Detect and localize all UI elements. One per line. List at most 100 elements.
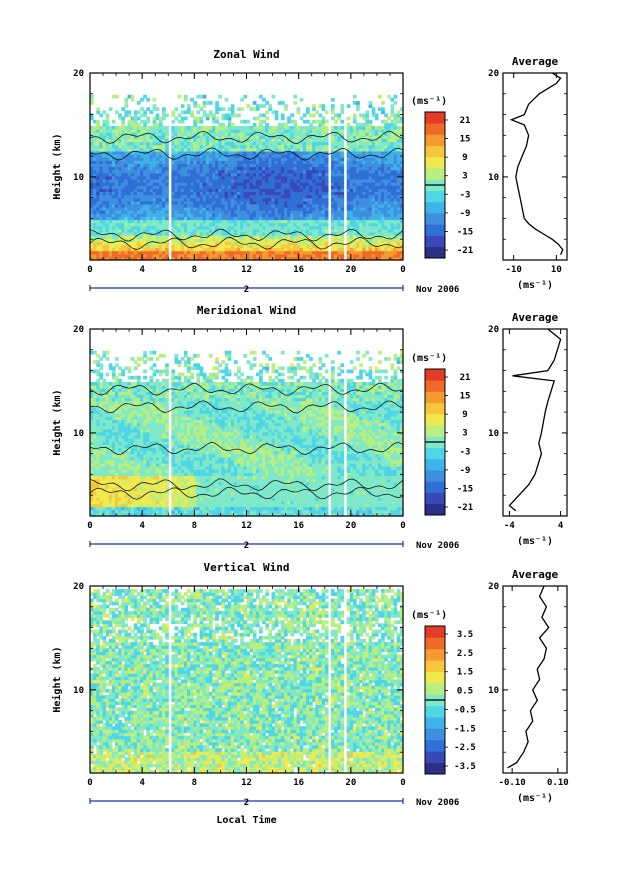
heatmap-cell xyxy=(158,207,163,211)
heatmap-cell xyxy=(171,228,176,233)
heatmap-cell xyxy=(90,132,94,136)
heatmap-cell xyxy=(102,138,107,143)
heatmap-cell xyxy=(171,144,176,149)
heatmap-cell xyxy=(155,150,160,155)
heatmap-cell xyxy=(171,185,176,189)
colorbar-segment xyxy=(425,123,445,135)
heatmap-cell xyxy=(187,179,191,183)
heatmap-cell xyxy=(130,94,135,99)
heatmap-cell xyxy=(146,225,150,230)
heatmap-cell xyxy=(165,113,169,118)
heatmap-cell xyxy=(124,197,129,202)
heatmap-cell xyxy=(90,160,94,164)
heatmap-cell xyxy=(108,160,113,164)
heatmap-cell xyxy=(102,122,107,127)
heatmap-cell xyxy=(143,222,147,227)
heatmap-cell xyxy=(162,172,166,177)
heatmap-cell xyxy=(171,200,176,205)
heatmap-cell xyxy=(146,222,150,227)
heatmap-cell xyxy=(118,154,122,158)
heatmap-cell xyxy=(140,141,144,146)
heatmap-cell xyxy=(127,160,132,164)
heatmap-cell xyxy=(171,135,176,139)
heatmap-cell xyxy=(143,191,147,196)
heatmap-cell xyxy=(171,172,176,177)
heatmap-cell xyxy=(149,216,154,221)
heatmap-cell xyxy=(102,191,107,196)
heatmap-cell xyxy=(140,216,144,221)
heatmap-cell xyxy=(130,210,135,214)
heatmap-cell xyxy=(158,147,163,152)
heatmap-cell xyxy=(208,110,213,115)
heatmap-cell xyxy=(352,94,357,99)
heatmap-cell xyxy=(127,129,132,133)
heatmap-cell xyxy=(155,247,160,252)
heatmap-cell xyxy=(162,256,166,261)
heatmap-cell xyxy=(155,253,160,258)
heatmap-cell xyxy=(324,179,329,183)
heatmap-cell xyxy=(152,138,157,143)
heatmap-cell xyxy=(152,179,157,183)
heatmap-cell xyxy=(121,238,125,242)
heatmap-cell xyxy=(165,222,169,227)
heatmap-cell xyxy=(146,185,150,189)
heatmap-cell xyxy=(171,244,176,249)
heatmap-cell xyxy=(133,122,138,127)
heatmap-cell xyxy=(121,182,125,186)
heatmap-cell xyxy=(149,129,154,133)
heatmap-cell xyxy=(162,166,166,171)
heatmap-cell xyxy=(152,235,157,239)
heatmap-cell xyxy=(293,213,298,217)
heatmap-cell xyxy=(96,197,100,202)
heatmap-cell xyxy=(102,216,107,221)
heatmap-cell xyxy=(302,213,307,217)
heatmap-cell xyxy=(340,104,345,108)
heatmap-cell xyxy=(334,141,338,146)
heatmap-cell xyxy=(393,101,398,105)
heatmap-cell xyxy=(174,250,179,255)
heatmap-cell xyxy=(118,200,122,205)
heatmap-cell xyxy=(108,135,113,139)
heatmap-cell xyxy=(90,141,94,146)
heatmap-cell xyxy=(190,110,194,115)
heatmap-cell xyxy=(124,185,129,189)
heatmap-cell xyxy=(155,113,160,118)
heatmap-cell xyxy=(149,154,154,158)
heatmap-cell xyxy=(118,160,122,164)
heatmap-cell xyxy=(133,113,138,118)
heatmap-cell xyxy=(121,175,125,180)
heatmap-cell xyxy=(118,113,122,118)
heatmap-cell xyxy=(280,235,285,239)
heatmap-cell xyxy=(143,113,147,118)
heatmap-cell xyxy=(146,235,150,239)
heatmap-cell xyxy=(93,244,97,249)
profile-frame xyxy=(502,72,568,261)
heatmap-cell xyxy=(387,141,391,146)
heatmap-cell xyxy=(162,225,166,230)
heatmap-cell xyxy=(146,144,150,149)
heatmap-cell xyxy=(174,172,179,177)
heatmap-cell xyxy=(102,491,107,495)
heatmap-cell xyxy=(93,129,97,133)
heatmap-cell xyxy=(171,126,176,130)
heatmap-cell xyxy=(149,166,154,171)
heatmap-cell xyxy=(146,188,150,192)
heatmap-cell xyxy=(90,241,94,245)
heatmap-cell xyxy=(99,138,104,143)
heatmap-cell xyxy=(105,160,110,164)
heatmap-cell xyxy=(312,126,316,130)
colorbar-segment xyxy=(425,134,445,147)
heatmap-cell xyxy=(121,160,125,164)
heatmap-cell xyxy=(208,250,213,255)
heatmap-cell xyxy=(133,175,138,180)
heatmap-cell xyxy=(196,94,201,99)
heatmap-cell xyxy=(121,213,125,217)
heatmap-cell xyxy=(158,175,163,180)
heatmap-cell xyxy=(93,182,97,186)
heatmap-cell xyxy=(121,144,125,149)
heatmap-cell xyxy=(155,166,160,171)
x-tick-label: 20 xyxy=(345,265,356,275)
heatmap-cell xyxy=(162,222,166,227)
heatmap-cell xyxy=(143,172,147,177)
heatmap-cell xyxy=(215,116,219,121)
